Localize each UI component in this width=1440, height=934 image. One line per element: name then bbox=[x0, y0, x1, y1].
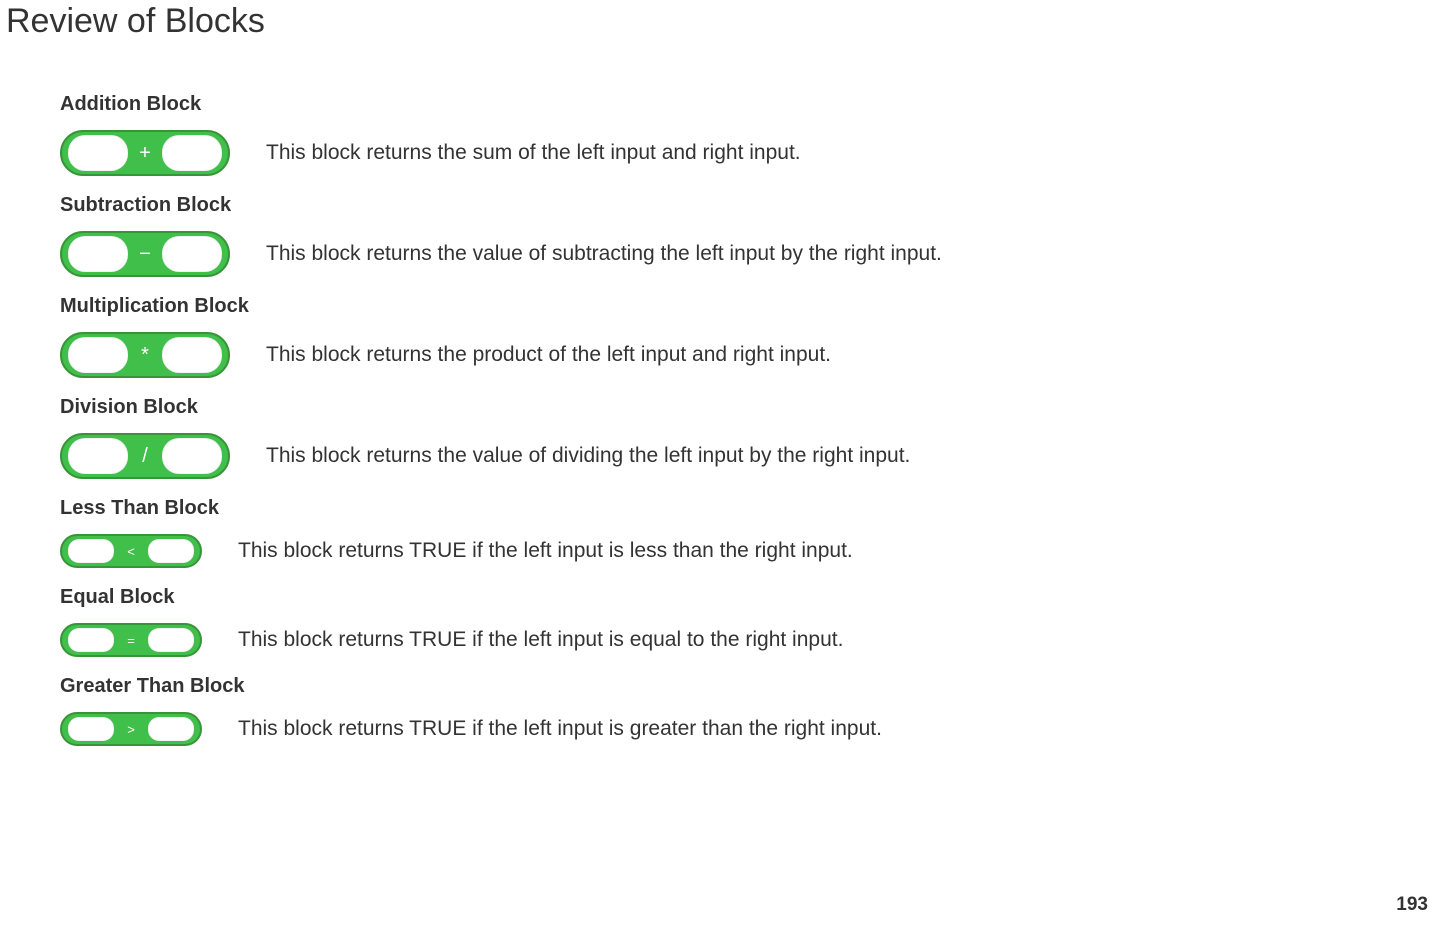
block-section-division: Division Block / This block returns the va… bbox=[60, 396, 1440, 479]
addition-operator-symbol: + bbox=[138, 143, 152, 163]
blocks-content: Addition Block + This block returns the su… bbox=[60, 93, 1440, 746]
multiplication-description: This block returns the product of the le… bbox=[266, 343, 831, 367]
addition-operator-block-icon: + bbox=[60, 130, 230, 176]
block-row-division: / This block returns the value of dividin… bbox=[60, 433, 1440, 479]
block-row-multiplication: * This block returns the product of the l… bbox=[60, 332, 1440, 378]
block-section-subtraction: Subtraction Block − This block returns the… bbox=[60, 194, 1440, 277]
block-row-less-than: < This block returns TRUE if the left inp… bbox=[60, 534, 1440, 568]
multiplication-operator-symbol: * bbox=[138, 345, 152, 365]
subtraction-operator-symbol: − bbox=[138, 244, 152, 264]
greater-than-right-input-slot bbox=[148, 717, 194, 741]
equal-right-input-slot bbox=[148, 628, 194, 652]
subtraction-description: This block returns the value of subtract… bbox=[266, 242, 942, 266]
block-title-less-than: Less Than Block bbox=[60, 497, 1440, 520]
subtraction-right-input-slot bbox=[162, 236, 222, 272]
less-than-description: This block returns TRUE if the left inpu… bbox=[238, 539, 853, 563]
block-title-multiplication: Multiplication Block bbox=[60, 295, 1440, 318]
page-number: 193 bbox=[1396, 894, 1428, 916]
block-title-equal: Equal Block bbox=[60, 586, 1440, 609]
equal-description: This block returns TRUE if the left inpu… bbox=[238, 628, 843, 652]
block-title-greater-than: Greater Than Block bbox=[60, 675, 1440, 698]
block-row-equal: = This block returns TRUE if the left inp… bbox=[60, 623, 1440, 657]
greater-than-operator-block-icon: > bbox=[60, 712, 202, 746]
less-than-operator-block-icon: < bbox=[60, 534, 202, 568]
block-section-addition: Addition Block + This block returns the su… bbox=[60, 93, 1440, 176]
less-than-operator-symbol: < bbox=[124, 545, 138, 558]
addition-description: This block returns the sum of the left i… bbox=[266, 141, 801, 165]
equal-operator-symbol: = bbox=[124, 634, 138, 647]
page-title: Review of Blocks bbox=[6, 2, 1440, 41]
less-than-left-input-slot bbox=[68, 539, 114, 563]
block-title-addition: Addition Block bbox=[60, 93, 1440, 116]
greater-than-description: This block returns TRUE if the left inpu… bbox=[238, 717, 882, 741]
equal-left-input-slot bbox=[68, 628, 114, 652]
block-section-multiplication: Multiplication Block * This block returns … bbox=[60, 295, 1440, 378]
block-section-greater-than: Greater Than Block > This block returns TR… bbox=[60, 675, 1440, 746]
subtraction-left-input-slot bbox=[68, 236, 128, 272]
block-row-greater-than: > This block returns TRUE if the left inp… bbox=[60, 712, 1440, 746]
subtraction-operator-block-icon: − bbox=[60, 231, 230, 277]
equal-operator-block-icon: = bbox=[60, 623, 202, 657]
addition-left-input-slot bbox=[68, 135, 128, 171]
block-row-subtraction: − This block returns the value of subtrac… bbox=[60, 231, 1440, 277]
multiplication-operator-block-icon: * bbox=[60, 332, 230, 378]
division-left-input-slot bbox=[68, 438, 128, 474]
greater-than-left-input-slot bbox=[68, 717, 114, 741]
division-operator-symbol: / bbox=[138, 446, 152, 466]
division-description: This block returns the value of dividing… bbox=[266, 444, 910, 468]
division-right-input-slot bbox=[162, 438, 222, 474]
addition-right-input-slot bbox=[162, 135, 222, 171]
block-section-equal: Equal Block = This block returns TRUE if t… bbox=[60, 586, 1440, 657]
block-section-less-than: Less Than Block < This block returns TRUE … bbox=[60, 497, 1440, 568]
block-title-subtraction: Subtraction Block bbox=[60, 194, 1440, 217]
multiplication-left-input-slot bbox=[68, 337, 128, 373]
greater-than-operator-symbol: > bbox=[124, 723, 138, 736]
block-title-division: Division Block bbox=[60, 396, 1440, 419]
multiplication-right-input-slot bbox=[162, 337, 222, 373]
less-than-right-input-slot bbox=[148, 539, 194, 563]
block-row-addition: + This block returns the sum of the left … bbox=[60, 130, 1440, 176]
division-operator-block-icon: / bbox=[60, 433, 230, 479]
